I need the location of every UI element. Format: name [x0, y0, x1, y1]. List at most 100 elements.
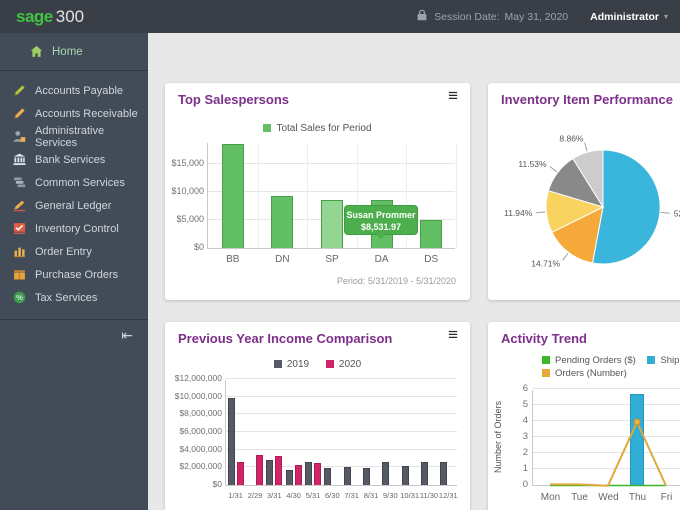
chart-tooltip: Susan Prommer $8,531.97 — [344, 205, 418, 239]
home-icon — [30, 45, 43, 58]
sales-bar-DS — [420, 220, 443, 248]
sidebar-item-label: Bank Services — [35, 153, 106, 166]
gridline — [533, 420, 680, 421]
activity-legend-row2: Orders (Number) — [542, 368, 627, 379]
sidebar-item-common-services[interactable]: Common Services — [0, 171, 148, 194]
sales-legend: Total Sales for Period — [165, 123, 470, 134]
legend-label-orders: Orders (Number) — [555, 368, 627, 379]
sidebar-item-home[interactable]: Home — [0, 33, 148, 71]
common-services-icon — [13, 176, 26, 189]
y-axis-tick: 3 — [522, 431, 528, 442]
chevron-down-icon[interactable]: ▾ — [663, 12, 668, 21]
x-axis-tick: 7/31 — [344, 491, 359, 500]
x-axis-tick: Wed — [598, 492, 619, 503]
pie-leader-line — [562, 252, 569, 261]
tooltip-name: Susan Prommer — [346, 210, 416, 220]
legend-label: Total Sales for Period — [276, 123, 372, 134]
session-date-label: Session Date: — [434, 10, 500, 23]
sidebar-item-order-entry[interactable]: Order Entry — [0, 240, 148, 263]
sidebar-item-label: Accounts Receivable — [35, 107, 138, 120]
hamburger-menu-icon[interactable]: ≡ — [448, 325, 458, 344]
pie-slice-label: 14.71% — [531, 259, 560, 269]
gridline — [533, 404, 680, 405]
x-axis-tick: 12/31 — [438, 491, 458, 500]
income-bar-2019-12/31 — [440, 461, 448, 485]
x-axis-tick: Fri — [660, 492, 673, 503]
gridline — [307, 143, 309, 248]
sales-bar-chart: $0 $5,000 $10,000 $15,000 BB DN SP DA DS — [171, 143, 457, 265]
sidebar-item-inventory-control[interactable]: Inventory Control — [0, 217, 148, 240]
y-axis-tick: $2,000,000 — [179, 461, 222, 472]
order-entry-icon — [13, 245, 26, 258]
gridline — [533, 452, 680, 453]
income-bar-2020-1/31 — [236, 461, 244, 485]
shipments-bar-Thu — [630, 393, 644, 485]
y-axis-tick: $4,000,000 — [179, 443, 222, 454]
pie-leader-line — [660, 211, 670, 214]
sidebar-item-administrative-services[interactable]: Administrative Services — [0, 125, 148, 149]
sidebar-item-bank-services[interactable]: Bank Services — [0, 148, 148, 171]
legend-swatch-2019 — [273, 360, 282, 368]
sidebar-item-general-ledger[interactable]: General Ledger — [0, 194, 148, 217]
sidebar-item-label: Inventory Control — [35, 222, 119, 235]
sidebar-item-label: Common Services — [35, 176, 125, 189]
sidebar-item-label: General Ledger — [35, 199, 112, 212]
sidebar-item-label: Accounts Payable — [35, 84, 124, 97]
sidebar-item-accounts-payable[interactable]: Accounts Payable — [0, 79, 148, 102]
x-axis-tick: Thu — [628, 492, 647, 503]
sidebar-item-label: Home — [52, 45, 83, 58]
x-axis-tick: 2/29 — [247, 491, 263, 500]
x-axis-tick: 4/30 — [286, 491, 301, 500]
income-bar-2019-9/30 — [382, 462, 390, 485]
user-menu[interactable]: Administrator — [590, 10, 659, 23]
administrative-services-icon — [13, 130, 26, 143]
legend-swatch — [263, 124, 272, 132]
gridline — [406, 143, 408, 248]
hamburger-menu-icon[interactable]: ≡ — [448, 86, 458, 105]
x-axis-tick: 9/30 — [383, 491, 398, 500]
y-axis-tick: $0 — [193, 242, 204, 252]
sidebar-item-purchase-orders[interactable]: Purchase Orders — [0, 263, 148, 286]
legend-swatch-shipments — [647, 356, 656, 364]
sidebar-divider — [0, 319, 148, 320]
pie-slice-label: 11.94% — [504, 208, 533, 218]
pie-slice-0 — [591, 149, 661, 265]
general-ledger-icon — [13, 199, 26, 212]
x-axis-tick: 3/31 — [267, 491, 282, 500]
gridline — [208, 163, 455, 165]
income-bar-2020-5/31 — [314, 462, 321, 485]
sidebar-nav: Home Accounts Payable Accounts Receivable… — [0, 33, 148, 510]
x-axis-tick: Mon — [540, 492, 561, 503]
sidebar-item-label: Order Entry — [35, 245, 92, 258]
bank-services-icon — [13, 153, 26, 166]
income-bar-2020-4/30 — [294, 465, 302, 485]
logo-sage-text: sage — [16, 6, 53, 26]
y-axis-tick: $15,000 — [171, 158, 204, 169]
y-axis-tick: $8,000,000 — [179, 408, 222, 419]
sidebar-item-tax-services[interactable]: % Tax Services — [0, 286, 148, 309]
sidebar-item-label: Tax Services — [35, 291, 98, 304]
income-bar-2019-6/30 — [324, 468, 332, 485]
y-axis-tick: 6 — [522, 383, 528, 394]
gridline — [456, 143, 457, 248]
y-axis-tick: $10,000,000 — [174, 390, 222, 401]
y-axis-tick: $12,000,000 — [174, 373, 222, 383]
x-axis-tick: 1/31 — [228, 491, 243, 500]
legend-label-shipments: Shipments (Number) — [660, 355, 680, 366]
y-axis-tick: 1 — [522, 463, 528, 474]
gridline — [208, 191, 455, 193]
y-axis-tick: 2 — [522, 447, 528, 458]
sales-bar-BB — [221, 143, 244, 248]
accounts-receivable-icon — [13, 107, 26, 120]
x-axis-tick: SP — [325, 254, 339, 265]
gridline — [533, 468, 680, 469]
pie-leader-line — [549, 166, 558, 173]
gridline — [226, 378, 457, 379]
sidebar-item-accounts-receivable[interactable]: Accounts Receivable — [0, 102, 148, 125]
tooltip-value: $8,531.97 — [360, 222, 402, 233]
pie-slice-label: 52.96% — [674, 209, 680, 219]
legend-swatch-pending — [542, 356, 550, 364]
gridline — [226, 466, 457, 468]
inventory-pie-chart: 52.96% 14.71% 11.94% 11.53% 8.86% — [504, 134, 680, 269]
collapse-sidebar-icon[interactable]: ⇤ — [121, 327, 133, 343]
